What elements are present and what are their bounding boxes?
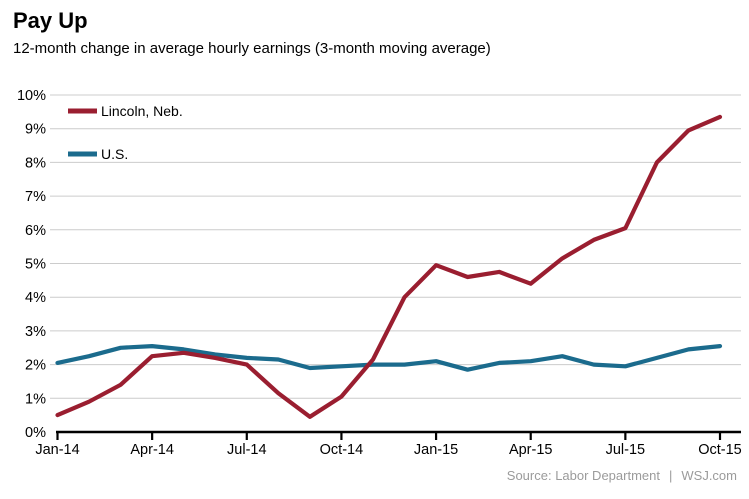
x-axis-label: Jan-15 xyxy=(414,442,458,458)
series-line-lincoln-neb xyxy=(55,114,723,419)
y-axis-label: 9% xyxy=(25,122,46,138)
source-attribution: Source: Labor Department | WSJ.com xyxy=(507,468,737,483)
legend-label: Lincoln, Neb. xyxy=(101,103,183,119)
x-axis-label: Oct-14 xyxy=(320,442,364,458)
y-axis-label: 2% xyxy=(25,358,46,374)
y-axis-label: 8% xyxy=(25,155,46,171)
y-axis-label: 3% xyxy=(25,324,46,340)
source-divider: | xyxy=(668,468,673,483)
x-axis-label: Oct-15 xyxy=(698,442,742,458)
x-axis-label: Apr-14 xyxy=(130,442,174,458)
y-axis-label: 5% xyxy=(25,257,46,273)
y-axis-label: 0% xyxy=(25,425,46,441)
brand-text: WSJ.com xyxy=(681,468,737,483)
source-text: Source: Labor Department xyxy=(506,468,660,483)
x-axis-label: Jul-14 xyxy=(227,442,267,458)
page-title: Pay Up xyxy=(13,8,88,33)
chart-subtitle: 12-month change in average hourly earnin… xyxy=(13,40,491,57)
y-axis-label: 6% xyxy=(25,223,46,239)
y-axis-label: 10% xyxy=(17,88,46,104)
y-axis-label: 7% xyxy=(25,189,46,205)
y-axis-label: 1% xyxy=(25,391,46,407)
x-axis-label: Apr-15 xyxy=(509,442,553,458)
x-axis-label: Jan-14 xyxy=(35,442,79,458)
y-axis-label: 4% xyxy=(25,290,46,306)
legend-label: U.S. xyxy=(101,146,128,162)
series-line-u-s xyxy=(55,344,723,372)
x-axis-label: Jul-15 xyxy=(606,442,646,458)
